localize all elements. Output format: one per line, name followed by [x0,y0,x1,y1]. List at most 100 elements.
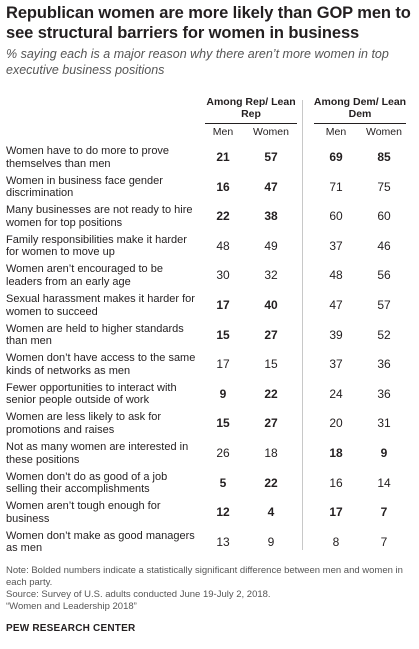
column-header-dem-women: Women [366,126,402,138]
row-label: Women don’t make as good managers as men [6,529,195,555]
value-rep-men: 9 [219,386,227,401]
value-dem-women: 31 [377,416,391,431]
value-dem-men: 39 [329,327,343,342]
value-rep-men: 30 [216,268,230,283]
chart-subtitle: % saying each is a major reason why ther… [6,47,389,77]
row-label: Fewer opportunities to interact with sen… [6,381,177,407]
value-dem-men: 60 [329,209,343,224]
value-dem-men: 48 [329,268,343,283]
table-row: Women don’t do as good of a job selling … [0,470,419,500]
value-rep-men: 22 [216,209,230,224]
value-dem-men: 16 [329,475,343,490]
footnote-significance: Note: Bolded numbers indicate a statisti… [6,565,403,588]
group-header-rep: Among Rep/ Lean Rep [206,96,296,120]
row-label: Family responsibilities make it harder f… [6,233,187,259]
value-dem-women: 75 [377,179,391,194]
column-header-rep-women: Women [253,126,289,138]
row-label: Women are held to higher standards than … [6,322,184,348]
value-rep-men: 17 [216,298,230,312]
value-dem-women: 9 [380,446,388,460]
value-rep-women: 32 [264,268,278,283]
value-dem-women: 57 [377,298,391,312]
row-label: Sexual harassment makes it harder for wo… [6,293,195,318]
value-dem-women: 52 [377,327,391,342]
value-rep-men: 17 [216,357,230,372]
value-rep-women: 27 [264,327,278,342]
value-rep-women: 57 [264,150,278,164]
value-rep-women: 4 [267,505,275,520]
table-row: Sexual harassment makes it harder for wo… [0,292,419,322]
row-label: Women don’t do as good of a job selling … [6,470,168,496]
value-rep-men: 12 [216,505,230,520]
column-header-dem-men: Men [325,126,347,138]
row-label: Women in business face gender discrimina… [6,174,163,200]
value-dem-men: 20 [329,416,343,431]
column-header-rep-men: Men [212,126,234,138]
value-dem-men: 17 [329,505,343,520]
value-rep-women: 22 [264,386,278,401]
table-row: Women aren’t encouraged to be leaders fr… [0,262,419,292]
value-rep-women: 49 [264,238,278,253]
row-label: Many businesses are not ready to hire wo… [6,204,193,229]
table-row: Women have to do more to prove themselve… [0,144,419,174]
value-rep-women: 9 [267,534,275,549]
value-dem-women: 85 [377,150,391,164]
value-rep-men: 21 [216,150,230,164]
table-row: Women in business face gender discrimina… [0,174,419,204]
row-label: Women have to do more to prove themselve… [6,145,170,170]
value-rep-women: 15 [264,357,278,372]
value-dem-men: 8 [332,534,340,549]
footnotes: Note: Bolded numbers indicate a statisti… [6,565,414,613]
value-rep-men: 15 [216,327,230,342]
table-row: Women don’t make as good managers as men… [0,529,419,559]
value-rep-women: 18 [264,446,278,460]
value-dem-women: 36 [377,386,391,401]
value-rep-men: 48 [216,238,230,253]
group-rule-rep [205,123,297,124]
value-rep-women: 38 [264,209,278,224]
row-label: Not as many women are interested in thes… [6,441,189,466]
party-divider [302,100,303,550]
row-label: Women aren’t tough enough for business [6,500,161,525]
table-row: Women don’t have access to the same kind… [0,351,419,381]
value-dem-women: 46 [377,238,391,253]
value-rep-men: 5 [219,475,227,490]
table-row: Family responsibilities make it harder f… [0,233,419,263]
value-dem-men: 69 [329,150,343,164]
value-rep-women: 27 [264,416,278,431]
footnote-source: Source: Survey of U.S. adults conducted … [6,589,271,600]
value-dem-men: 71 [329,179,343,194]
row-label: Women aren’t encouraged to be leaders fr… [6,263,163,288]
table-row: Many businesses are not ready to hire wo… [0,203,419,233]
table-row: Not as many women are interested in thes… [0,440,419,470]
value-dem-women: 36 [377,357,391,372]
value-dem-men: 24 [329,386,343,401]
value-rep-men: 16 [216,179,230,194]
chart-title: Republican women are more likely than GO… [6,4,411,42]
value-dem-women: 56 [377,268,391,283]
value-dem-men: 37 [329,238,343,253]
value-rep-women: 22 [264,475,278,490]
value-dem-men: 37 [329,357,343,372]
value-dem-women: 7 [380,534,388,549]
value-dem-women: 14 [377,475,391,490]
value-rep-men: 13 [216,534,230,549]
value-dem-men: 47 [329,298,343,312]
value-dem-men: 18 [329,446,343,460]
row-label: Women don’t have access to the same kind… [6,352,196,377]
value-rep-women: 40 [264,298,278,312]
table-row: Women aren’t tough enough for business 12… [0,499,419,529]
value-rep-men: 15 [216,416,230,431]
value-dem-women: 60 [377,209,391,224]
footnote-report: “Women and Leadership 2018” [6,601,137,612]
value-rep-women: 47 [264,179,278,194]
table-row: Women are less likely to ask for promoti… [0,410,419,440]
group-rule-dem [314,123,406,124]
value-rep-men: 26 [216,446,230,460]
group-header-dem: Among Dem/ Lean Dem [313,96,407,120]
table-row: Fewer opportunities to interact with sen… [0,381,419,411]
table-row: Women are held to higher standards than … [0,322,419,352]
value-dem-women: 7 [380,505,388,520]
brand-logo-text: PEW RESEARCH CENTER [6,623,136,634]
row-label: Women are less likely to ask for promoti… [6,411,162,436]
